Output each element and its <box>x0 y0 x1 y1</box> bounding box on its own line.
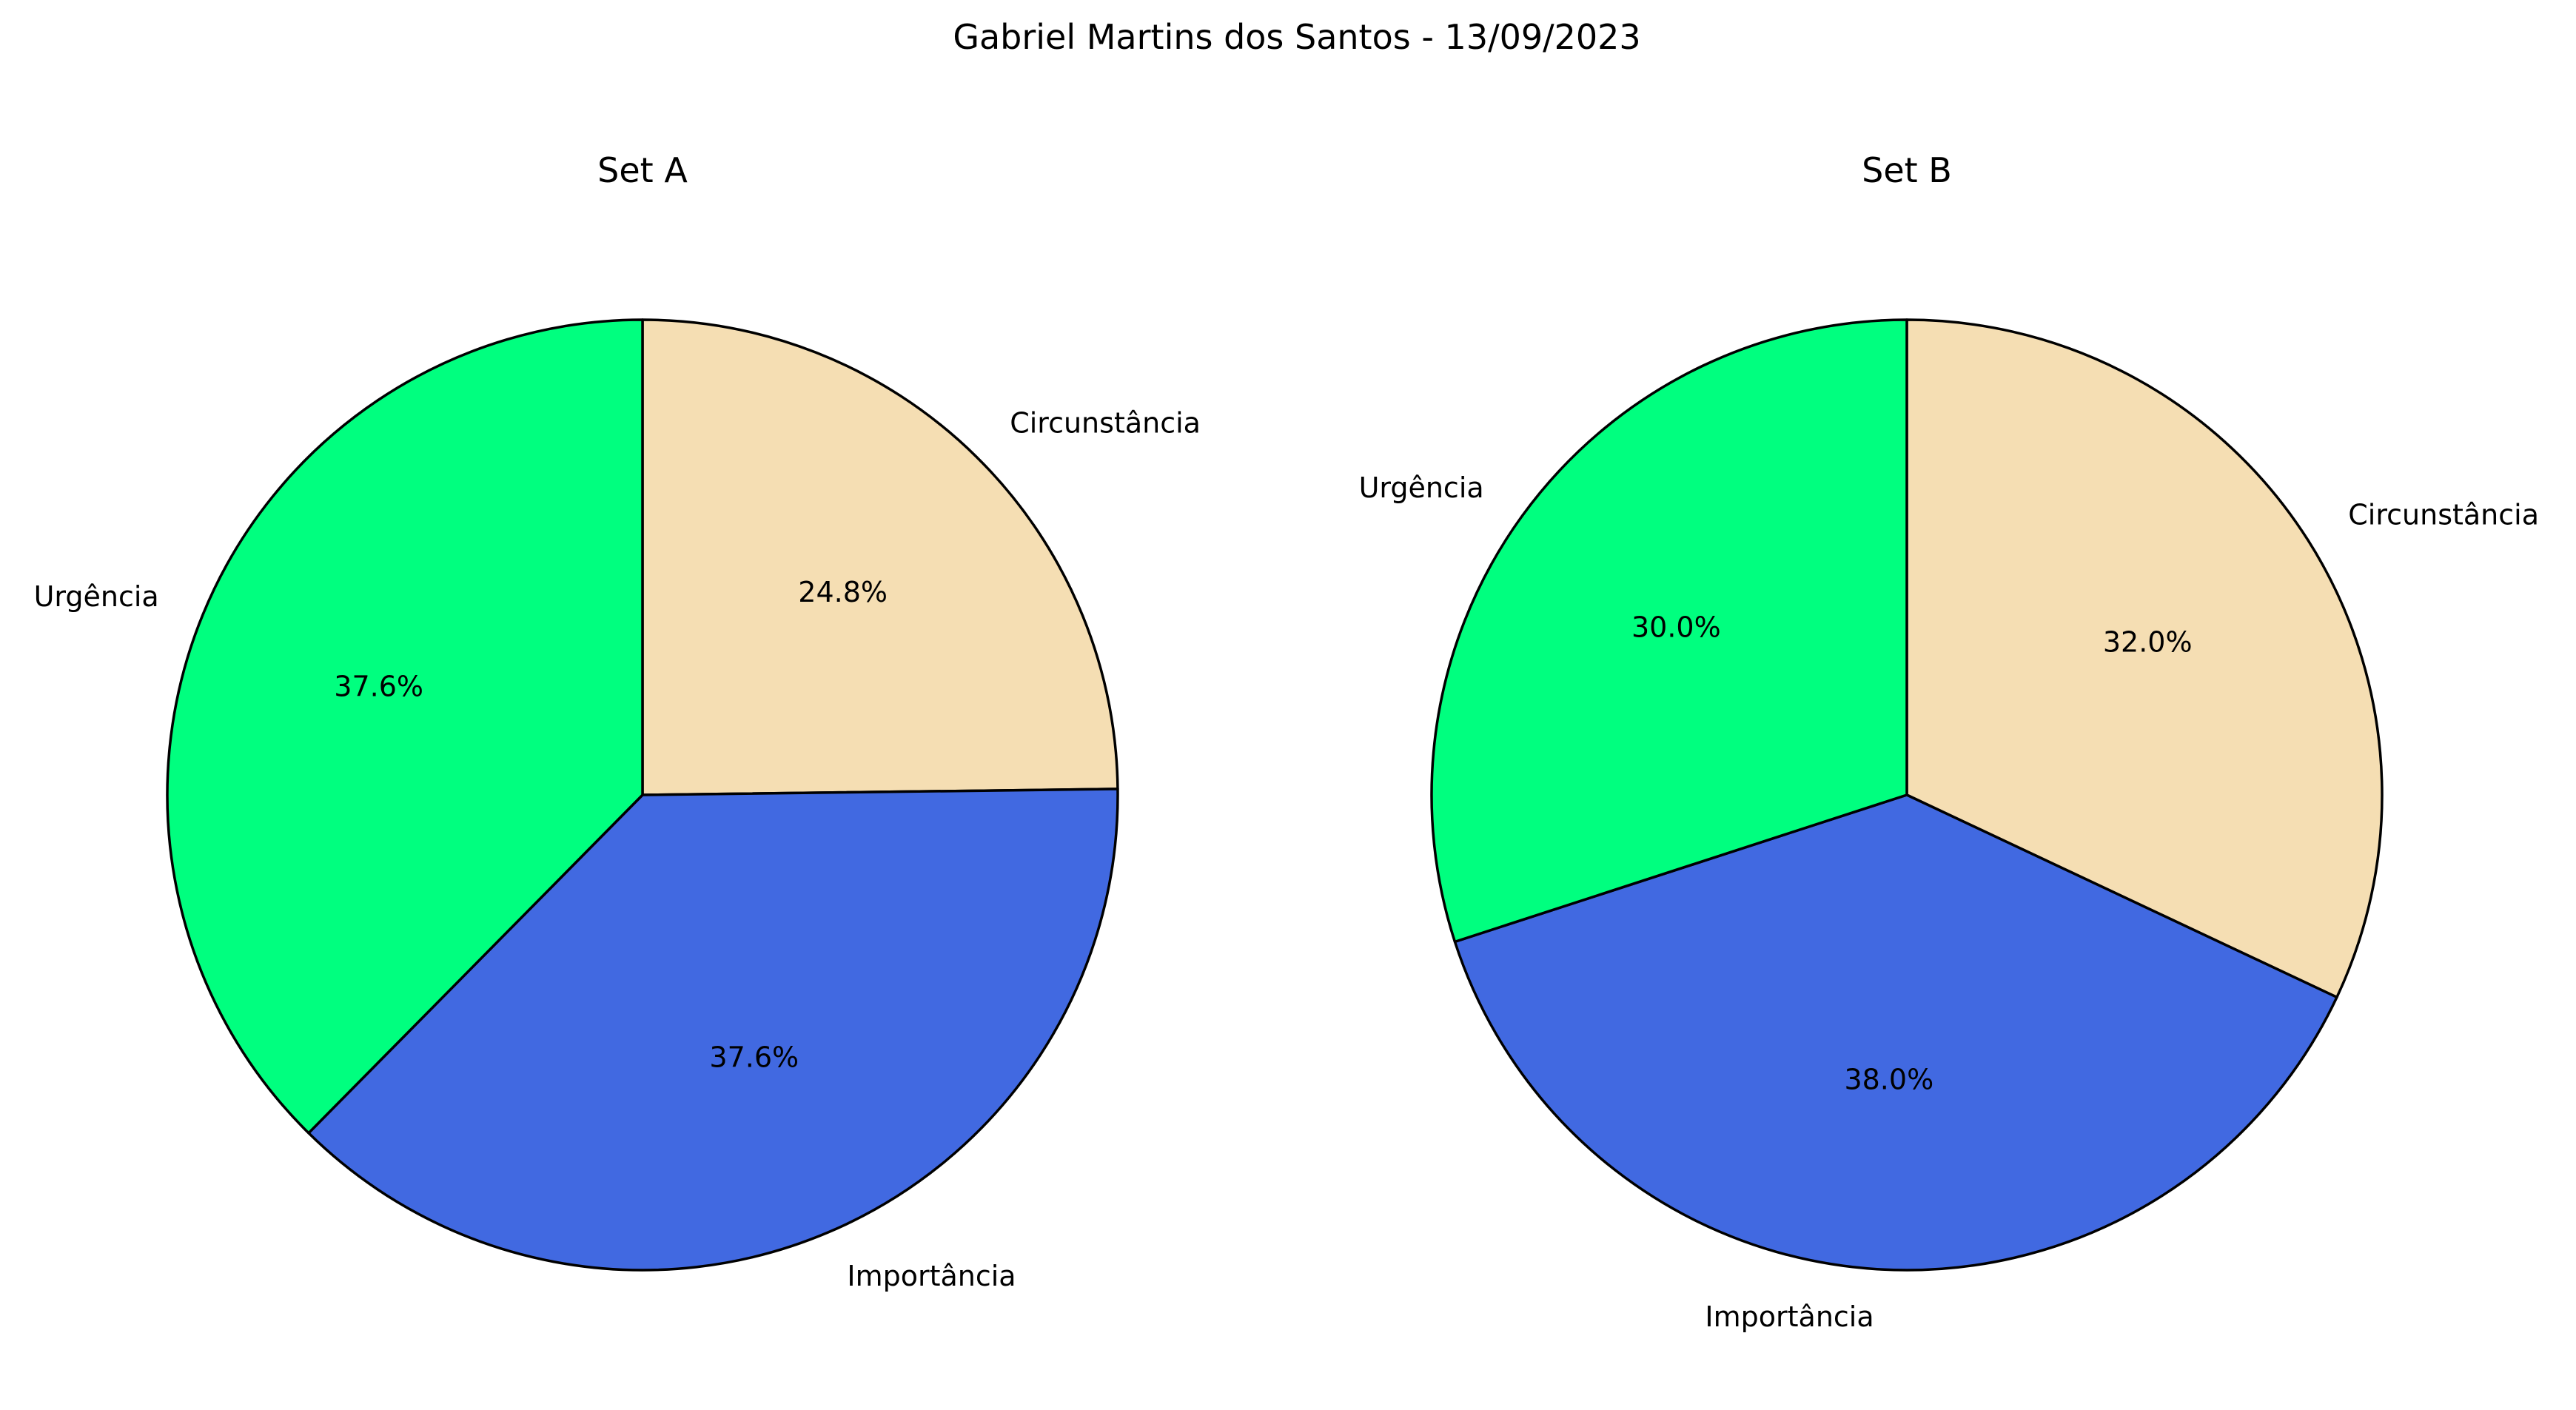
pie-chart-set-a: Set A Circunstância 24.8% Importância 37.6%… <box>34 150 1201 1292</box>
pie-slice-set-a-circunstancia <box>641 318 1119 796</box>
pie-label-set-a-urgencia: Urgência <box>34 580 159 613</box>
pie-percent-set-a-circunstancia: 24.8% <box>798 576 888 608</box>
pie-label-set-b-urgencia: Urgência <box>1359 471 1484 504</box>
pie-label-set-b-importancia: Importância <box>1705 1300 1874 1333</box>
pie-slice-set-a-importancia <box>307 788 1119 1272</box>
pie-slice-set-b-circunstancia <box>1905 318 2384 999</box>
pie-percent-set-a-urgencia: 37.6% <box>334 671 423 703</box>
pie-percent-set-b-importancia: 38.0% <box>1844 1063 1933 1095</box>
pie-slice-set-b-importancia <box>1453 793 2338 1272</box>
pie-label-set-a-circunstancia: Circunstância <box>1010 407 1201 440</box>
pie-label-set-b-circunstancia: Circunstância <box>2348 499 2539 531</box>
pie-percent-set-b-urgencia: 30.0% <box>1631 611 1721 644</box>
pie-chart-set-b: Set B Circunstância 32.0% Importância 38.0%… <box>1359 150 2539 1333</box>
pie-label-set-a-importancia: Importância <box>847 1260 1016 1292</box>
pie-percent-set-b-circunstancia: 32.0% <box>2103 626 2193 659</box>
figure-suptitle: Gabriel Martins dos Santos - 13/09/2023 <box>953 17 1640 57</box>
pie-percent-set-a-importancia: 37.6% <box>709 1041 799 1073</box>
pie-slice-set-b-urgencia <box>1430 318 1908 944</box>
pie-title-set-b: Set B <box>1862 150 1952 190</box>
pie-title-set-a: Set A <box>597 150 688 190</box>
pie-slice-set-a-urgencia <box>166 318 644 1135</box>
